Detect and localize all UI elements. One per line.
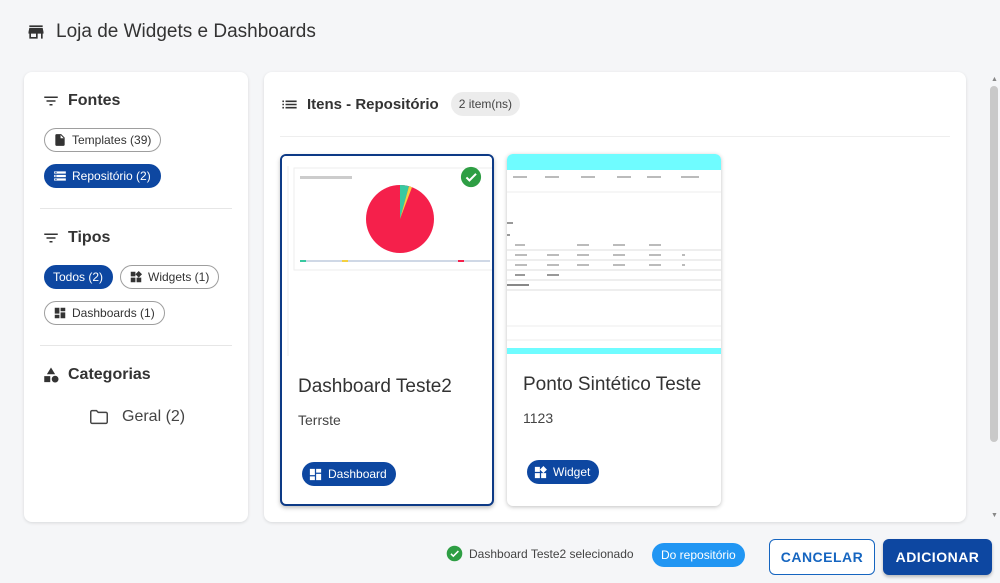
filters-panel: Fontes Templates (39) Repositório (2) Ti… (24, 72, 248, 522)
card-description: 1123 (523, 410, 554, 426)
check-circle-icon (446, 545, 463, 562)
folder-icon (90, 409, 108, 425)
card-type-badge: Dashboard (302, 462, 396, 486)
card-title: Ponto Sintético Teste (523, 374, 702, 395)
chip-label: Todos (2) (53, 270, 104, 284)
category-label: Geral (2) (122, 408, 186, 425)
card-title: Dashboard Teste2 (298, 376, 452, 397)
chip-repositorio[interactable]: Repositório (2) (44, 164, 161, 188)
selection-status: Dashboard Teste2 selecionado (446, 545, 634, 562)
scroll-up-arrow[interactable]: ▲ (991, 76, 998, 83)
scrollbar-thumb[interactable] (990, 86, 998, 442)
item-card-ponto-sintetico[interactable]: Ponto Sintético Teste 1123 Widget (507, 154, 721, 506)
dashboard-icon (54, 307, 66, 319)
widget-preview-image (507, 154, 721, 354)
card-thumbnail (507, 154, 721, 354)
sources-section-header: Fontes (42, 92, 120, 110)
selection-status-text: Dashboard Teste2 selecionado (469, 546, 634, 561)
types-title: Tipos (68, 229, 111, 246)
filter-icon (44, 96, 58, 106)
dialog-title: Loja de Widgets e Dashboards (56, 21, 316, 42)
list-icon (282, 100, 297, 108)
category-item-geral[interactable]: Geral (2) (88, 406, 185, 428)
filter-icon (44, 233, 58, 243)
divider (40, 208, 232, 209)
divider (280, 136, 950, 137)
chip-label: Repositório (2) (72, 169, 151, 183)
add-button[interactable]: ADICIONAR (883, 539, 992, 575)
chip-label: Dashboards (1) (72, 306, 155, 320)
items-title: Itens - Repositório (307, 95, 439, 113)
divider (40, 345, 232, 346)
card-type-badge: Widget (527, 460, 600, 484)
category-icon (44, 367, 59, 383)
chip-label: Templates (39) (72, 133, 152, 147)
sources-title: Fontes (68, 92, 121, 109)
chip-templates[interactable]: Templates (39) (44, 128, 162, 152)
dashboard-preview-image (282, 156, 492, 356)
card-description: Terrste (298, 412, 341, 428)
card-type-label: Widget (553, 465, 591, 479)
dashboard-icon (309, 468, 322, 480)
widgets-icon (130, 270, 143, 283)
store-icon (28, 25, 44, 39)
card-thumbnail (282, 156, 492, 356)
items-panel: Itens - Repositório 2 item(ns) (264, 72, 966, 522)
scroll-down-arrow[interactable]: ▼ (991, 512, 998, 519)
chip-label: Widgets (1) (148, 270, 210, 284)
chip-dashboards[interactable]: Dashboards (1) (44, 301, 165, 325)
categories-section-header: Categorias (42, 366, 151, 384)
storage-icon (54, 171, 66, 181)
document-icon (55, 134, 65, 146)
card-type-label: Dashboard (328, 467, 387, 481)
cancel-button[interactable]: CANCELAR (769, 539, 875, 575)
chip-todos[interactable]: Todos (2) (44, 265, 114, 289)
items-header: Itens - Repositório 2 item(ns) (280, 92, 521, 116)
check-circle-icon (460, 166, 482, 188)
item-card-dashboard-teste2[interactable]: Dashboard Teste2 Terrste Dashboard (280, 154, 494, 506)
chip-widgets[interactable]: Widgets (1) (120, 265, 220, 289)
widgets-icon (534, 465, 547, 478)
items-count-badge: 2 item(ns) (450, 92, 521, 116)
types-section-header: Tipos (42, 229, 110, 247)
source-badge: Do repositório (652, 543, 745, 567)
categories-title: Categorias (68, 366, 151, 383)
dialog-title-bar: Loja de Widgets e Dashboards (26, 18, 316, 46)
